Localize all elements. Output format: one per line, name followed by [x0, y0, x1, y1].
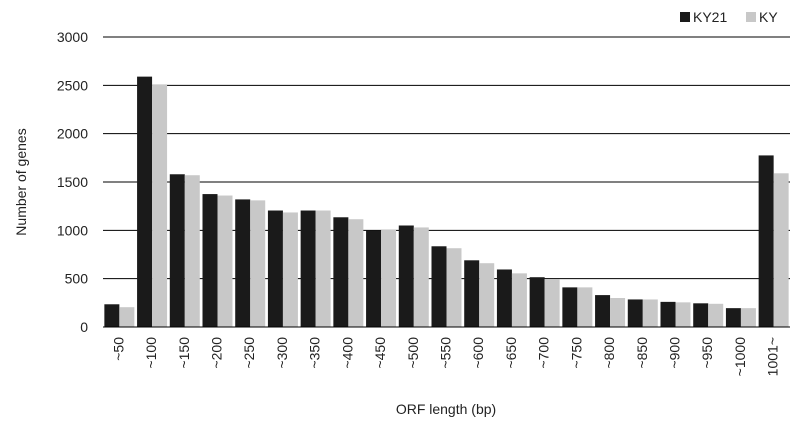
bar-ky21-450 [366, 230, 382, 327]
bar-ky21-950 [693, 303, 709, 327]
y-tick-label: 1500 [57, 174, 88, 190]
bar-ky21-100 [137, 76, 153, 327]
x-tick-label: ~350 [307, 337, 323, 369]
bar-ky21-650 [496, 269, 512, 327]
y-tick-label: 2500 [57, 77, 88, 93]
bar-ky-100 [152, 84, 168, 327]
x-tick-label: ~600 [470, 337, 486, 369]
legend-swatch-ky21 [680, 12, 690, 22]
x-tick-label: ~950 [699, 337, 715, 369]
x-tick-label: ~750 [568, 337, 584, 369]
bar-ky-950 [708, 303, 724, 327]
bar-ky-850 [642, 299, 658, 327]
x-tick-label: ~1000 [732, 337, 748, 377]
bar-ky-150 [184, 175, 200, 327]
bar-ky-250 [250, 200, 266, 327]
y-axis-ticks: 0 500 1000 1500 2000 2500 3000 [57, 29, 88, 335]
bar-ky21-350 [300, 210, 316, 327]
x-tick-label: ~650 [503, 337, 519, 369]
y-tick-label: 2000 [57, 126, 88, 142]
x-tick-label: ~850 [634, 337, 650, 369]
bar-ky-750 [577, 287, 593, 327]
y-tick-label: 0 [80, 319, 88, 335]
bar-ky21-200 [202, 194, 218, 327]
x-axis-title: ORF length (bp) [396, 401, 496, 417]
x-tick-label: ~400 [339, 337, 355, 369]
y-tick-label: 500 [65, 271, 89, 287]
y-tick-label: 3000 [57, 29, 88, 45]
x-tick-label: ~200 [209, 337, 225, 369]
bar-ky21-600 [464, 260, 480, 327]
bar-ky21-50 [104, 304, 120, 327]
bar-ky21-500 [398, 225, 414, 327]
bar-ky-200 [217, 195, 233, 327]
x-tick-label: ~100 [143, 337, 159, 369]
legend-swatch-ky [746, 12, 756, 22]
bar-ky21-400 [333, 217, 349, 327]
bar-ky-650 [511, 273, 527, 327]
x-tick-label: ~250 [241, 337, 257, 369]
x-tick-label: ~800 [601, 337, 617, 369]
bar-ky21-700 [529, 277, 545, 327]
bar-ky-500 [413, 227, 429, 327]
bar-ky-400 [348, 219, 364, 327]
bars [104, 76, 789, 327]
bar-ky-800 [610, 298, 626, 327]
x-tick-label: ~450 [372, 337, 388, 369]
bar-ky21-850 [627, 299, 643, 327]
bar-ky21-550 [431, 246, 447, 327]
bar-ky21-750 [562, 287, 578, 327]
legend: KY21 KY [680, 9, 778, 25]
bar-ky-450 [381, 229, 397, 327]
bar-ky21-150 [169, 174, 185, 327]
x-tick-label: 1001~ [765, 337, 781, 376]
bar-ky-700 [544, 279, 560, 327]
bar-ky21-250 [235, 199, 251, 327]
bar-ky21-900 [660, 301, 676, 327]
legend-label-ky: KY [759, 9, 778, 25]
x-tick-label: ~500 [405, 337, 421, 369]
x-tick-label: ~700 [536, 337, 552, 369]
x-tick-label: ~50 [110, 337, 126, 361]
x-axis-ticks: ~50 ~100 ~150 ~200 ~250 ~300 ~350 ~400 ~450 ~500 ~… [110, 337, 780, 377]
bar-ky-300 [282, 212, 298, 327]
legend-label-ky21: KY21 [693, 9, 727, 25]
bar-ky-600 [479, 263, 495, 327]
bar-ky21-1001 [758, 155, 774, 327]
x-tick-label: ~150 [176, 337, 192, 369]
bar-ky-1001 [773, 173, 789, 327]
y-axis-title: Number of genes [13, 128, 29, 235]
bar-ky-1000 [740, 308, 756, 327]
x-tick-label: ~900 [667, 337, 683, 369]
y-tick-label: 1000 [57, 222, 88, 238]
bar-ky21-1000 [725, 308, 741, 327]
bar-ky21-300 [267, 210, 283, 327]
bar-ky-50 [119, 307, 135, 327]
bar-ky-550 [446, 248, 462, 327]
bar-ky-350 [315, 210, 331, 327]
x-tick-label: ~550 [438, 337, 454, 369]
bar-ky-900 [675, 302, 691, 327]
bar-ky21-800 [595, 295, 611, 327]
x-tick-label: ~300 [274, 337, 290, 369]
